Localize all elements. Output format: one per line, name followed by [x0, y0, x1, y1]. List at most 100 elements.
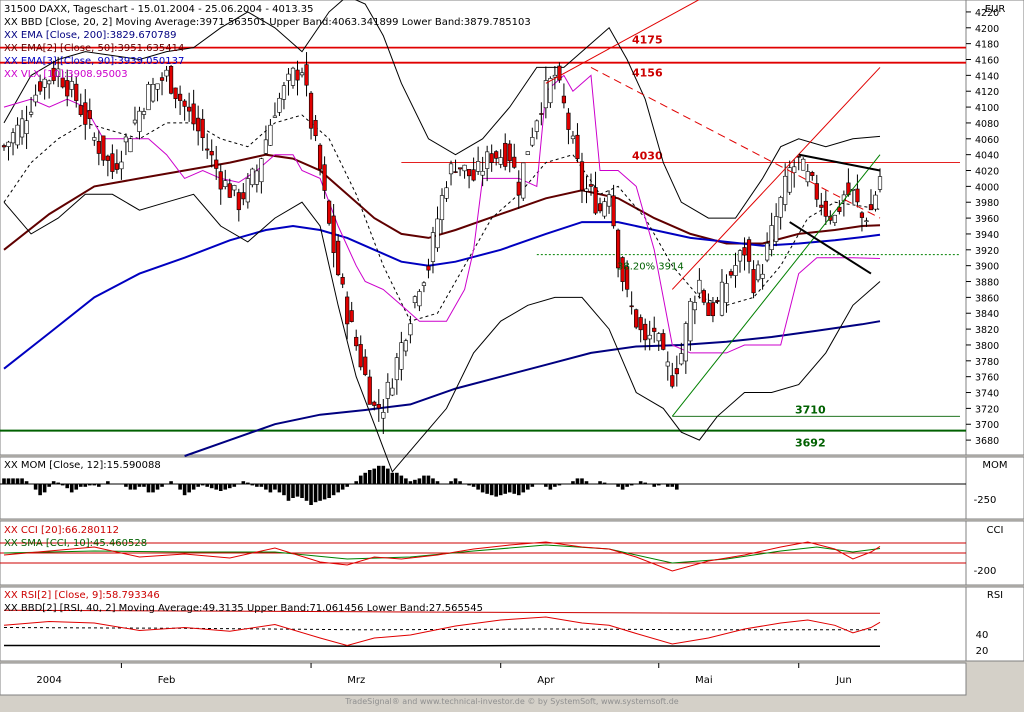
mom-bar: [218, 484, 223, 491]
candle-up: [42, 78, 47, 88]
time-tick-label: Apr: [537, 675, 555, 686]
candle-down: [114, 163, 119, 170]
mom-bar: [232, 484, 237, 487]
mom-bar: [191, 484, 196, 490]
rsi-bb-legend: XX BBD[2] [RSI, 40, 2] Moving Average:49…: [4, 603, 483, 614]
mom-bar: [209, 484, 214, 489]
mom-bar: [69, 484, 74, 493]
mom-bar: [530, 484, 535, 487]
candle-down: [227, 183, 232, 198]
mom-bar: [124, 484, 128, 487]
candle-up: [164, 69, 169, 77]
mom-bar: [878, 484, 882, 485]
candle-down: [629, 305, 634, 308]
mom-bar: [643, 482, 647, 484]
candle-up: [769, 225, 774, 250]
mom-bar: [796, 484, 801, 485]
candle-down: [354, 336, 359, 347]
candle-down: [751, 269, 756, 294]
candle-up: [448, 163, 454, 175]
candle-down: [742, 247, 747, 256]
candle-up: [10, 132, 16, 144]
candle-up: [864, 220, 869, 223]
mom-bar: [778, 484, 783, 485]
candle-down: [372, 401, 377, 406]
mom-bar: [151, 484, 155, 493]
candle-up: [394, 357, 399, 381]
mom-bar: [675, 484, 679, 490]
mom-bar: [354, 481, 359, 484]
legend-ema90: XX EMA[3] [Close, 90]:3939.050137: [4, 56, 184, 67]
candle-up: [439, 195, 445, 221]
mom-bar: [133, 484, 137, 490]
candle-down: [168, 65, 174, 94]
mom-bar: [467, 484, 471, 486]
price-tick-label: 3680: [975, 436, 999, 447]
rsi-panel[interactable]: [0, 586, 967, 662]
mom-bar: [146, 484, 151, 493]
mom-axis-panel: [965, 456, 1024, 520]
time-tick-label: Mrz: [347, 675, 365, 686]
mom-bar: [625, 484, 629, 487]
mom-bar: [440, 484, 444, 485]
mom-bar: [173, 484, 178, 485]
price-tick-label: 3760: [975, 373, 999, 384]
mom-bar: [539, 484, 544, 485]
price-panel[interactable]: [0, 0, 967, 456]
time-tick-label: Mai: [695, 675, 713, 686]
candle-down: [746, 239, 752, 262]
candle-up: [28, 111, 34, 115]
candle-down: [363, 356, 368, 375]
candle-down: [625, 266, 630, 290]
mom-bar: [399, 475, 404, 484]
mom-bar: [97, 484, 101, 487]
candle-down: [426, 265, 431, 271]
candle-up: [774, 216, 779, 242]
mom-bar: [255, 484, 259, 487]
candle-up: [47, 80, 52, 85]
mom-bar: [494, 484, 498, 497]
mom-bar: [47, 484, 51, 487]
candle-down: [83, 102, 88, 125]
mom-bar: [512, 484, 517, 494]
sma-legend: XX SMA [CCI, 10]:45.460528: [4, 538, 147, 549]
mom-bar: [638, 481, 643, 484]
candle-down: [1, 145, 7, 148]
candle-up: [805, 171, 810, 183]
horizontal-levels: 4175 4156 4030 3710 3692: [0, 34, 966, 450]
mom-bar: [205, 484, 209, 487]
candle-down: [796, 155, 801, 158]
candle-down: [74, 83, 79, 101]
rsi-bb-lower: [4, 644, 880, 648]
time-axis-panel: [0, 662, 967, 696]
candle-down: [200, 118, 205, 139]
rsi-tick-20: 20: [976, 646, 989, 657]
mom-bar: [87, 484, 92, 486]
mom-bar: [774, 484, 778, 485]
cci-legend: XX CCI [20]:66.280112: [4, 525, 119, 536]
candle-down: [823, 200, 828, 217]
line-ema-90: [3, 221, 881, 370]
rsi-axis-panel: [965, 586, 1024, 662]
candle-down: [620, 257, 625, 282]
price-tick-label: 3820: [975, 325, 999, 336]
mom-bar: [697, 484, 702, 485]
price-tick-label: 4020: [975, 167, 999, 178]
candle-down: [859, 212, 865, 218]
mom-bar: [304, 484, 309, 501]
mom-bar: [2, 478, 6, 484]
level-label: 4030: [632, 150, 663, 163]
fib-label: 38.20% 3914: [617, 262, 684, 273]
mom-bar: [155, 484, 160, 490]
mom-bar: [363, 472, 368, 484]
cci-tick: -200: [974, 566, 997, 577]
candle-down: [313, 120, 318, 137]
level-label: 3692: [795, 437, 826, 450]
mom-bar: [864, 484, 869, 485]
mom-bar: [670, 484, 675, 487]
candle-up: [525, 151, 530, 155]
candle-down: [575, 134, 580, 160]
mom-bar: [178, 484, 182, 490]
rsi-legend: XX RSI[2] [Close, 9]:58.793346: [4, 590, 160, 601]
